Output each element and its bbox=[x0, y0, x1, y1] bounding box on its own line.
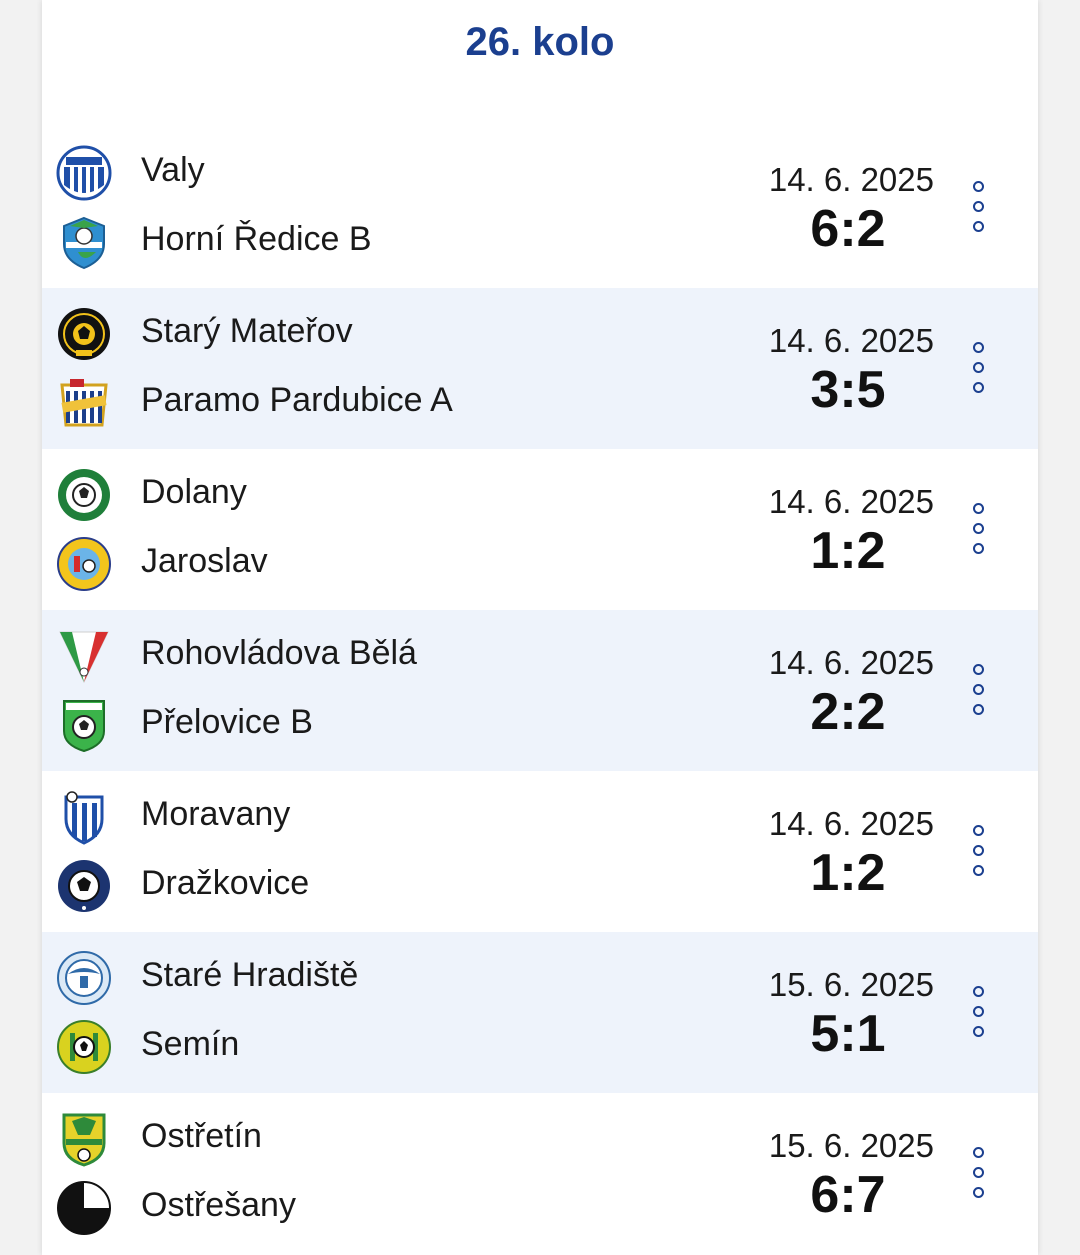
away-team[interactable]: Dražkovice bbox=[42, 856, 742, 916]
match-date: 14. 6. 2025 bbox=[768, 483, 934, 520]
match-list: Valy Horní Ředice B 14. 6. 2025 6:2 bbox=[42, 127, 1038, 1254]
away-team[interactable]: Paramo Pardubice A bbox=[42, 373, 742, 433]
menu-dot bbox=[973, 201, 984, 212]
menu-dot bbox=[973, 1167, 984, 1178]
match-date: 14. 6. 2025 bbox=[768, 805, 934, 842]
away-team-name: Paramo Pardubice A bbox=[141, 381, 453, 419]
menu-dot bbox=[973, 845, 984, 856]
more-vertical-icon[interactable] bbox=[964, 1143, 994, 1199]
away-team[interactable]: Přelovice B bbox=[42, 695, 742, 755]
menu-dot bbox=[973, 825, 984, 836]
fixtures-page: 26. kolo Valy bbox=[42, 0, 1038, 1255]
stare-hradiste-crest-icon bbox=[56, 950, 112, 1006]
match-score: 6:2 bbox=[810, 200, 886, 258]
menu-dot bbox=[973, 362, 984, 373]
home-team[interactable]: Staré Hradiště bbox=[42, 948, 742, 1008]
match-date: 14. 6. 2025 bbox=[768, 644, 934, 681]
sk-dolany-crest-icon bbox=[56, 467, 112, 523]
menu-dot bbox=[973, 664, 984, 675]
home-team[interactable]: Valy bbox=[42, 143, 742, 203]
menu-dot bbox=[973, 684, 984, 695]
away-team-name: Horní Ředice B bbox=[141, 220, 372, 258]
match-score: 5:1 bbox=[810, 1005, 886, 1063]
home-team-name: Moravany bbox=[141, 795, 291, 833]
horni-redice-crest-icon bbox=[56, 214, 112, 270]
menu-dot bbox=[973, 704, 984, 715]
home-team-name: Starý Mateřov bbox=[141, 312, 353, 350]
match-row[interactable]: Ostřetín Ostřešany 15. 6. 2025 6:7 bbox=[42, 1093, 1038, 1254]
menu-dot bbox=[973, 1006, 984, 1017]
home-team[interactable]: Starý Mateřov bbox=[42, 304, 742, 364]
match-row[interactable]: Rohovládova Bělá Přelovice B 14. 6. 2025… bbox=[42, 610, 1038, 771]
sokol-semin-crest-icon bbox=[56, 1019, 112, 1075]
menu-dot bbox=[973, 865, 984, 876]
more-vertical-icon[interactable] bbox=[964, 499, 994, 555]
away-team-name: Ostřešany bbox=[141, 1186, 296, 1224]
menu-dot bbox=[973, 503, 984, 514]
tj-jaroslav-crest-icon bbox=[56, 536, 112, 592]
more-vertical-icon[interactable] bbox=[964, 660, 994, 716]
home-team[interactable]: Dolany bbox=[42, 465, 742, 525]
tj-prelovice-crest-icon bbox=[56, 697, 112, 753]
match-date: 15. 6. 2025 bbox=[768, 1127, 934, 1164]
sk-drazkovice-crest-icon bbox=[56, 858, 112, 914]
more-vertical-icon[interactable] bbox=[964, 821, 994, 877]
away-team-name: Jaroslav bbox=[141, 542, 268, 580]
away-team-name: Dražkovice bbox=[141, 864, 310, 902]
match-score: 2:2 bbox=[810, 683, 886, 741]
menu-dot bbox=[973, 1187, 984, 1198]
sokol-ostretin-crest-icon bbox=[56, 1111, 112, 1167]
away-team[interactable]: Jaroslav bbox=[42, 534, 742, 594]
menu-dot bbox=[973, 181, 984, 192]
home-team-name: Ostřetín bbox=[141, 1117, 262, 1155]
match-row[interactable]: Starý Mateřov Paramo Pardubice A bbox=[42, 288, 1038, 449]
home-team-name: Staré Hradiště bbox=[141, 956, 359, 994]
home-team[interactable]: Moravany bbox=[42, 787, 742, 847]
more-vertical-icon[interactable] bbox=[964, 177, 994, 233]
menu-dot bbox=[973, 382, 984, 393]
match-date: 14. 6. 2025 bbox=[768, 161, 934, 198]
away-team[interactable]: Ostřešany bbox=[42, 1178, 742, 1238]
match-row[interactable]: Moravany Dražkovice 14. 6. 2025 1:2 bbox=[42, 771, 1038, 932]
match-row[interactable]: Dolany Jaroslav 14. 6. 2025 1:2 bbox=[42, 449, 1038, 610]
menu-dot bbox=[973, 1026, 984, 1037]
moravany-crest-icon bbox=[56, 789, 112, 845]
match-score: 6:7 bbox=[810, 1166, 886, 1224]
home-team-name: Dolany bbox=[141, 473, 247, 511]
stary-materov-crest-icon bbox=[56, 306, 112, 362]
away-team[interactable]: Semín bbox=[42, 1017, 742, 1077]
away-team-name: Semín bbox=[141, 1025, 240, 1063]
home-team-name: Rohovládova Bělá bbox=[141, 634, 417, 672]
menu-dot bbox=[973, 986, 984, 997]
match-date: 15. 6. 2025 bbox=[768, 966, 934, 1003]
match-date: 14. 6. 2025 bbox=[768, 322, 934, 359]
menu-dot bbox=[973, 342, 984, 353]
tj-valy-crest-icon bbox=[56, 145, 112, 201]
home-team-name: Valy bbox=[141, 151, 205, 189]
menu-dot bbox=[973, 543, 984, 554]
home-team[interactable]: Rohovládova Bělá bbox=[42, 626, 742, 686]
away-team-name: Přelovice B bbox=[141, 703, 313, 741]
sokol-rohovladova-bela-crest-icon bbox=[56, 628, 112, 684]
match-score: 1:2 bbox=[810, 844, 886, 902]
menu-dot bbox=[973, 523, 984, 534]
menu-dot bbox=[973, 221, 984, 232]
more-vertical-icon[interactable] bbox=[964, 982, 994, 1038]
home-team[interactable]: Ostřetín bbox=[42, 1109, 742, 1169]
paramo-crest-icon bbox=[56, 375, 112, 431]
afk-ostresany-crest-icon bbox=[56, 1180, 112, 1236]
match-score: 1:2 bbox=[810, 522, 886, 580]
more-vertical-icon[interactable] bbox=[964, 338, 994, 394]
round-title: 26. kolo bbox=[465, 20, 615, 64]
menu-dot bbox=[973, 1147, 984, 1158]
match-score: 3:5 bbox=[810, 361, 886, 419]
match-row[interactable]: Staré Hradiště Semín 15. 6. 2025 5:1 bbox=[42, 932, 1038, 1093]
away-team[interactable]: Horní Ředice B bbox=[42, 212, 742, 272]
match-row[interactable]: Valy Horní Ředice B 14. 6. 2025 6:2 bbox=[42, 127, 1038, 288]
